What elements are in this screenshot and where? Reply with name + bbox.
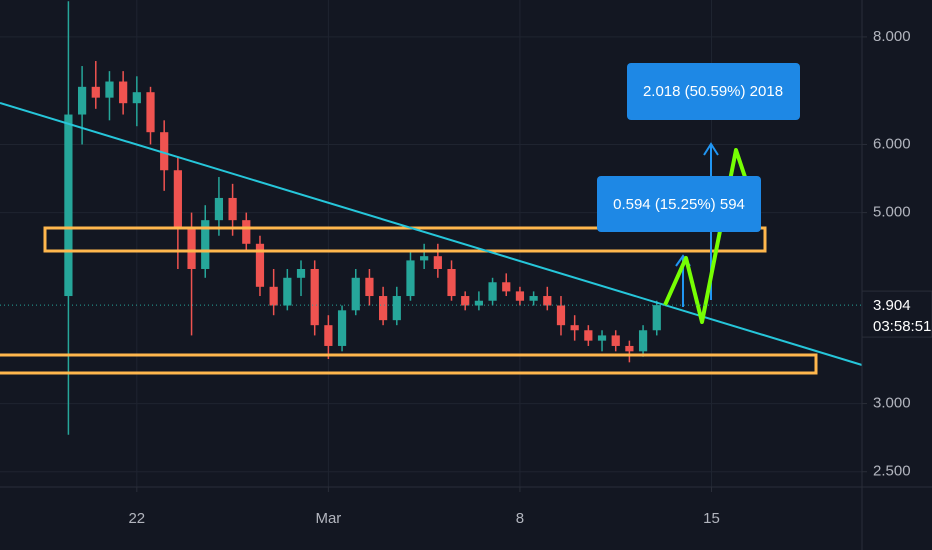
candle-body xyxy=(433,256,442,269)
candle-body xyxy=(119,81,128,104)
y-tick-label: 2.500 xyxy=(873,463,911,480)
y-tick-label: 3.000 xyxy=(873,395,911,412)
price-label-box xyxy=(861,290,932,338)
candle-body xyxy=(652,305,661,331)
x-tick-label: Mar xyxy=(315,510,341,527)
candle-body xyxy=(625,345,634,352)
candle-body xyxy=(406,260,415,297)
candle-body xyxy=(502,282,511,292)
candle-body xyxy=(584,330,593,341)
candle-body xyxy=(597,335,607,341)
candle-body xyxy=(556,305,566,326)
candle-body xyxy=(351,277,360,311)
last-price-label: 3.904 xyxy=(873,297,911,314)
measure-box xyxy=(627,63,800,120)
candle-body xyxy=(365,277,374,297)
axes: 2.500 3.000 5.000 6.000 8.000 22 Mar 8 15 3.904 03… xyxy=(0,28,932,527)
projection-path xyxy=(663,148,753,324)
measure-arrow xyxy=(703,142,719,156)
candle-body xyxy=(324,325,333,346)
y-tick-label: 5.000 xyxy=(873,204,911,221)
resistance-zone xyxy=(43,226,767,253)
candle-body xyxy=(269,286,278,306)
candle-body xyxy=(132,92,141,104)
candle-body xyxy=(447,268,456,297)
measure-box xyxy=(597,176,761,232)
candle-body xyxy=(160,132,169,171)
trend-line xyxy=(0,102,863,366)
candle-body xyxy=(638,330,648,352)
candle-body xyxy=(529,296,538,301)
candle-body xyxy=(214,197,224,221)
candle-body xyxy=(255,243,265,287)
candle-body xyxy=(337,310,347,346)
candle-body xyxy=(310,268,319,326)
candle-body xyxy=(173,170,182,228)
candle-body xyxy=(420,256,429,261)
candle-body xyxy=(105,81,114,98)
support-zone xyxy=(0,353,818,375)
measure-label: 2.018 (50.59%) 2018 xyxy=(643,83,783,100)
candle-body xyxy=(91,86,100,98)
candle-body xyxy=(228,197,237,221)
candle-body xyxy=(570,325,579,331)
candle-body xyxy=(242,220,251,244)
candle-body xyxy=(488,282,497,301)
y-tick-label: 6.000 xyxy=(873,135,911,152)
candle-body xyxy=(283,277,292,306)
candles xyxy=(64,1,661,435)
candle-body xyxy=(611,335,620,346)
candle-body xyxy=(77,86,87,115)
candle-body xyxy=(392,296,401,321)
x-tick-label: 15 xyxy=(703,510,720,527)
y-tick-label: 8.000 xyxy=(873,28,911,45)
candle-body xyxy=(474,300,483,306)
candle-body xyxy=(64,114,73,297)
countdown: 03:58:51 xyxy=(873,318,931,335)
candle-body xyxy=(146,92,155,133)
x-tick-label: 22 xyxy=(128,510,145,527)
candle-body xyxy=(379,296,388,321)
candle-body xyxy=(543,296,552,306)
candle-body xyxy=(187,227,196,269)
candle-body xyxy=(296,268,306,278)
candle-body xyxy=(461,296,470,306)
candle-body xyxy=(201,220,210,269)
x-tick-label: 8 xyxy=(516,510,524,527)
candle-body xyxy=(515,291,525,301)
measure-label: 0.594 (15.25%) 594 xyxy=(613,196,745,213)
